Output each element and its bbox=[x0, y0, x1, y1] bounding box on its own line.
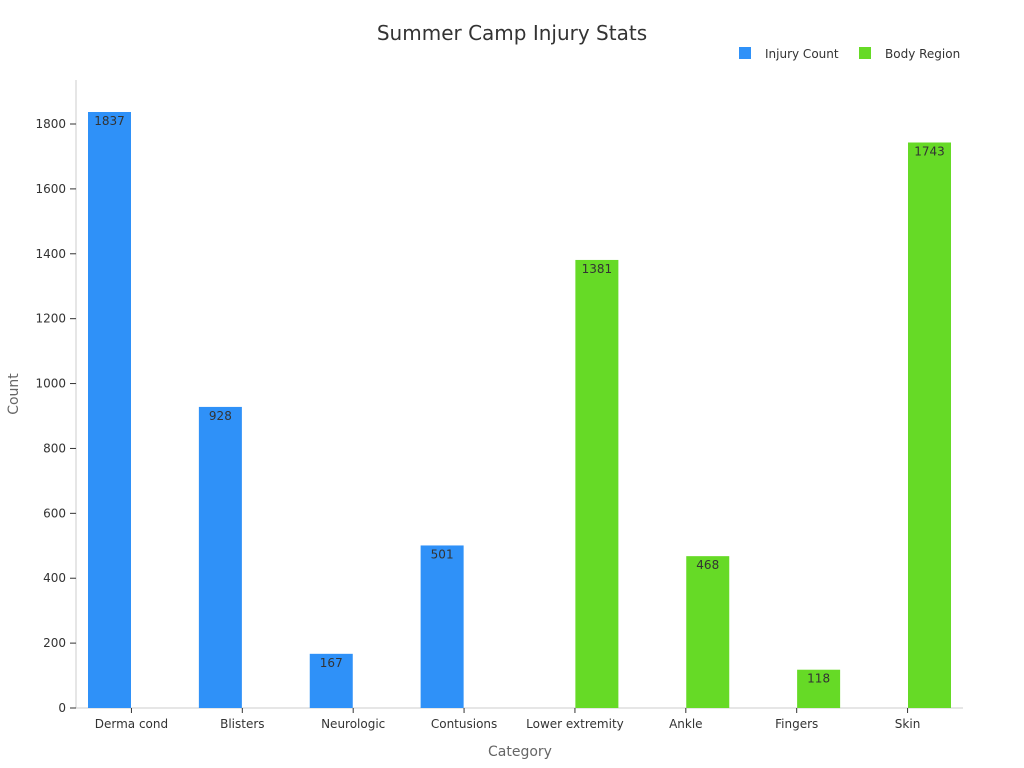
y-tick-label: 1400 bbox=[35, 247, 66, 261]
y-tick-label: 1000 bbox=[35, 377, 66, 391]
y-tick-label: 1800 bbox=[35, 117, 66, 131]
x-tick-label: Derma cond bbox=[95, 717, 168, 731]
y-axis-title: Count bbox=[6, 373, 22, 415]
y-tick-label: 600 bbox=[43, 506, 66, 520]
x-axis-title: Category bbox=[488, 744, 552, 760]
bar-value-label: 468 bbox=[696, 558, 719, 572]
y-tick-label: 800 bbox=[43, 441, 66, 455]
value-labels: 1837 928 167 501 1381 468 118 1743 bbox=[94, 114, 945, 686]
legend-label-injury-count: Injury Count bbox=[765, 47, 839, 61]
bar-value-label: 1381 bbox=[582, 262, 613, 276]
bar bbox=[88, 112, 131, 708]
legend: Injury Count Body Region bbox=[739, 47, 960, 61]
y-tick-label: 1600 bbox=[35, 182, 66, 196]
bar-value-label: 1837 bbox=[94, 114, 125, 128]
y-tick-label: 200 bbox=[43, 636, 66, 650]
bar-value-label: 501 bbox=[431, 547, 454, 561]
y-axis: 0 200 400 600 800 1000 1200 1400 1600 1800 bbox=[35, 80, 77, 715]
bar bbox=[908, 142, 951, 708]
y-tick-label: 1200 bbox=[35, 312, 66, 326]
x-tick-label: Ankle bbox=[669, 717, 702, 731]
bar-value-label: 928 bbox=[209, 409, 232, 423]
bar bbox=[309, 653, 353, 708]
legend-swatch-body-region bbox=[859, 47, 871, 59]
bar bbox=[686, 556, 730, 708]
x-tick-label: Blisters bbox=[220, 717, 264, 731]
chart-title: Summer Camp Injury Stats bbox=[377, 21, 647, 45]
bar bbox=[420, 545, 464, 708]
bar-value-label: 167 bbox=[320, 656, 343, 670]
x-tick-label: Lower extremity bbox=[526, 717, 624, 731]
x-tick-label: Contusions bbox=[431, 717, 497, 731]
bar bbox=[797, 669, 841, 708]
x-tick-label: Fingers bbox=[775, 717, 818, 731]
legend-swatch-injury-count bbox=[739, 47, 751, 59]
y-tick-label: 0 bbox=[58, 701, 66, 715]
bar-value-label: 1743 bbox=[914, 144, 945, 158]
x-axis: Derma cond Blisters Neurologic Contusions Lo… bbox=[76, 707, 963, 731]
legend-label-body-region: Body Region bbox=[885, 47, 960, 61]
bar-value-label: 118 bbox=[807, 672, 830, 686]
bar bbox=[198, 406, 242, 708]
x-tick-label: Skin bbox=[895, 717, 921, 731]
bars bbox=[88, 112, 951, 708]
y-tick-label: 400 bbox=[43, 571, 66, 585]
bar bbox=[575, 259, 619, 708]
x-tick-label: Neurologic bbox=[321, 717, 385, 731]
